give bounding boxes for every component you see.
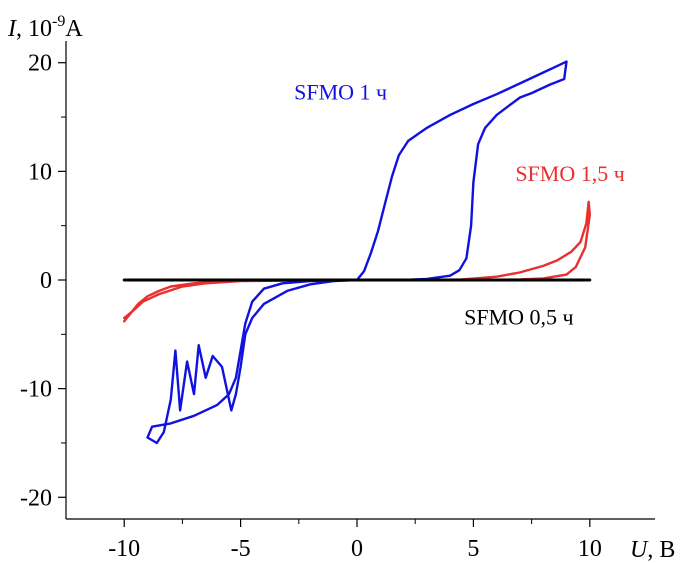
series-line-sfmo-1 bbox=[146, 60, 568, 445]
x-tick-label: 0 bbox=[351, 536, 363, 562]
x-tick-label: -5 bbox=[231, 536, 251, 562]
y-tick-label: 10 bbox=[28, 159, 52, 185]
x-tick-label: -10 bbox=[108, 536, 140, 562]
y-axis-title: I, 10-9A bbox=[7, 13, 83, 42]
y-tick-label: -20 bbox=[20, 485, 52, 511]
series-label: SFMO 0,5 ч bbox=[464, 305, 573, 330]
series-label: SFMO 1,5 ч bbox=[515, 161, 624, 186]
series-labels: SFMO 1 ч SFMO 1,5 ч SFMO 0,5 ч bbox=[294, 80, 625, 330]
series-layer bbox=[122, 60, 592, 445]
x-tick-label: 5 bbox=[467, 536, 479, 562]
x-axis-title: U, B bbox=[630, 537, 675, 563]
y-tick-label: -10 bbox=[20, 377, 52, 403]
series-label: SFMO 1 ч bbox=[294, 80, 387, 105]
series-line-sfmo-1-5 bbox=[123, 200, 591, 323]
y-tick-label: 0 bbox=[40, 268, 52, 294]
y-tick-label: 20 bbox=[28, 51, 52, 77]
ticks: -10 -5 0 5 10 20 10 0 -10 -20 bbox=[20, 51, 602, 562]
x-tick-label: 10 bbox=[578, 536, 602, 562]
